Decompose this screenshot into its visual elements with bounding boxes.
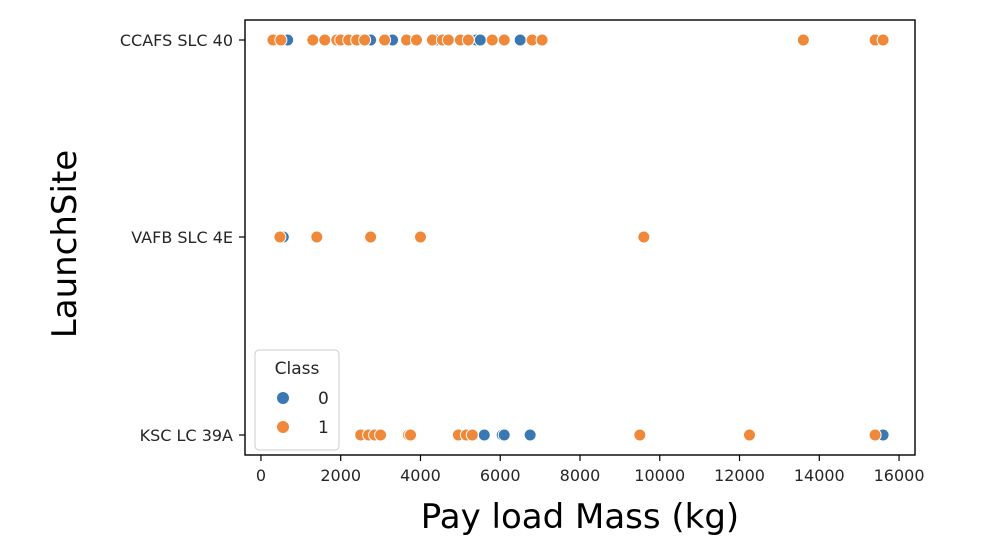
legend-label-0: 0 [318, 389, 329, 409]
data-point-class-1 [485, 33, 499, 47]
data-point-class-0 [513, 33, 527, 47]
y-axis-ticks: CCAFS SLC 40 VAFB SLC 4E KSC LC 39A [120, 31, 245, 445]
legend: Class 0 1 [254, 349, 340, 451]
data-point-class-1 [637, 230, 651, 244]
data-point-class-1 [742, 428, 756, 442]
x-tick-label: 8000 [560, 466, 601, 485]
x-tick-label: 16000 [874, 466, 925, 485]
x-tick-label: 4000 [400, 466, 441, 485]
data-point-class-1 [318, 33, 332, 47]
y-tick-label: CCAFS SLC 40 [120, 31, 233, 50]
data-point-class-1 [633, 428, 647, 442]
x-axis-ticks: 0 2000 4000 6000 8000 10000 12000 14000 16000 [256, 455, 925, 485]
data-point-class-1 [535, 33, 549, 47]
data-point-class-1 [497, 33, 511, 47]
data-point-class-1 [413, 230, 427, 244]
data-point-class-0 [497, 428, 511, 442]
data-points [266, 33, 890, 442]
legend-marker-0 [276, 391, 290, 405]
x-tick-label: 12000 [714, 466, 765, 485]
data-point-class-1 [404, 428, 418, 442]
data-point-class-1 [306, 33, 320, 47]
x-tick-label: 14000 [794, 466, 845, 485]
data-point-class-1 [378, 33, 392, 47]
plot-frame [244, 19, 916, 456]
y-tick-label: KSC LC 39A [140, 426, 233, 445]
legend-marker-1 [276, 420, 290, 434]
data-point-class-1 [273, 230, 287, 244]
x-tick-label: 2000 [320, 466, 361, 485]
data-point-class-0 [523, 428, 537, 442]
data-point-class-1 [441, 33, 455, 47]
legend-title: Class [275, 359, 320, 379]
data-point-class-1 [310, 230, 324, 244]
y-axis-title: LaunchSite [45, 150, 85, 338]
data-point-class-0 [477, 428, 491, 442]
legend-box [254, 349, 340, 451]
x-axis-title: Pay load Mass (kg) [421, 497, 739, 537]
data-point-class-1 [274, 33, 288, 47]
data-point-class-1 [876, 33, 890, 47]
data-point-class-1 [465, 428, 479, 442]
data-point-class-1 [374, 428, 388, 442]
data-point-class-0 [473, 33, 487, 47]
data-point-class-1 [868, 428, 882, 442]
x-tick-label: 6000 [480, 466, 521, 485]
x-tick-label: 10000 [634, 466, 685, 485]
data-point-class-1 [409, 33, 423, 47]
data-point-class-1 [461, 33, 475, 47]
x-tick-label: 0 [256, 466, 266, 485]
data-point-class-1 [796, 33, 810, 47]
legend-label-1: 1 [318, 418, 329, 438]
data-point-class-1 [364, 230, 378, 244]
data-point-class-1 [358, 33, 372, 47]
y-tick-label: VAFB SLC 4E [131, 228, 233, 247]
